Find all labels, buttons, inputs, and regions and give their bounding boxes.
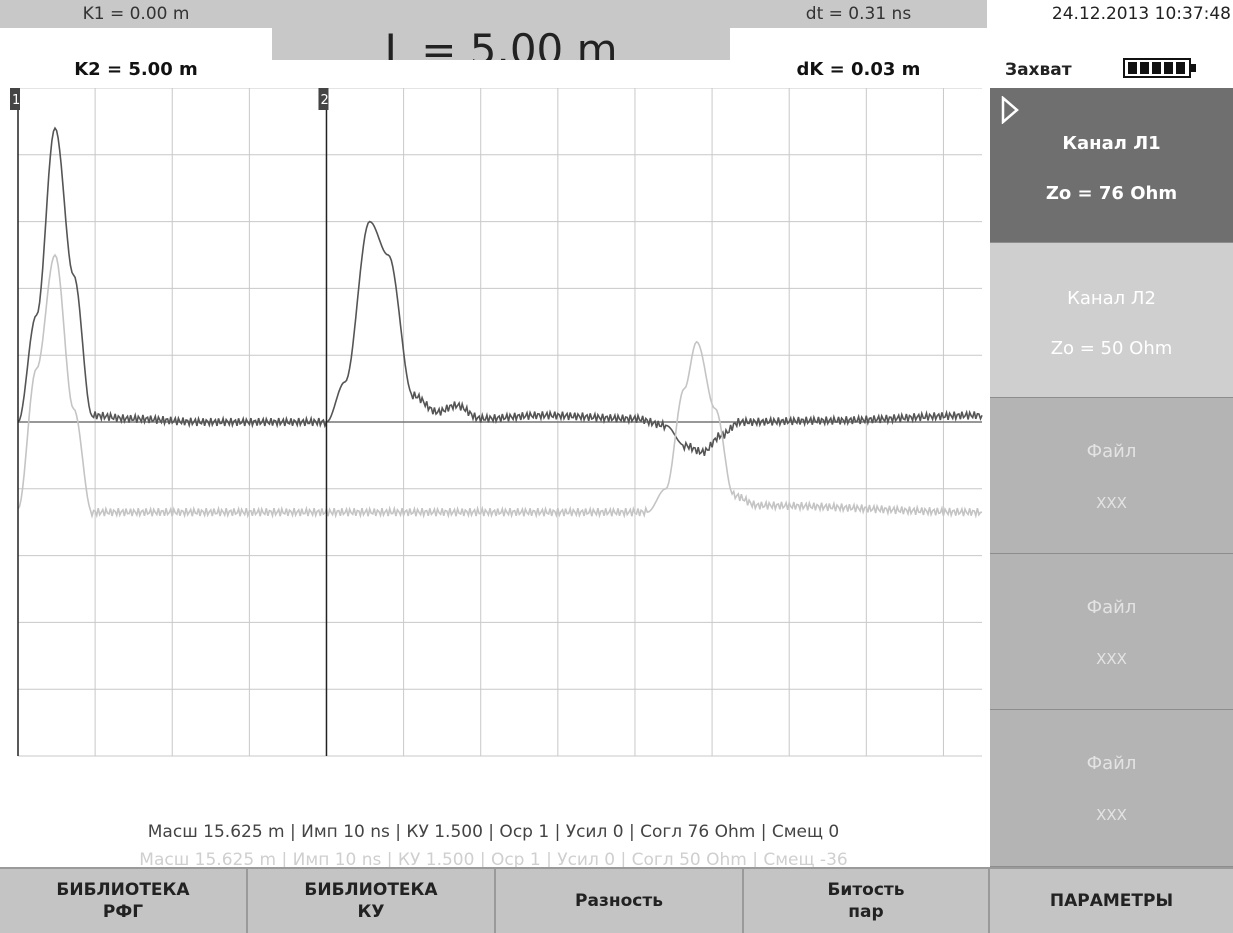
params-line-channel-1: Масш 15.625 m | Имп 10 ns | КУ 1.500 | О… [147, 822, 840, 842]
x-tick-label: 12.5 [773, 767, 802, 768]
x-tick-label: 7.5 [465, 767, 486, 768]
x-tick-label: 10.0 [619, 767, 648, 768]
channel-l2-name: Канал Л2 [1067, 288, 1156, 309]
capture-mode: Захват [1005, 60, 1072, 80]
file-slot-2-button[interactable]: Файл XXX [990, 554, 1233, 710]
cursor-1-label: 1 [12, 93, 20, 108]
x-tick-label: 1.3 [79, 767, 100, 768]
channel-l1-button[interactable]: Канал Л1 Zo = 76 Ohm [990, 88, 1233, 243]
library-ku-button[interactable]: БИБЛИОТЕКА КУ [248, 867, 496, 933]
file-slot-1-name: Файл [1086, 441, 1137, 462]
trace-line-1 [17, 126, 983, 456]
cursor-k1-readout: K1 = 0.00 m [0, 0, 272, 28]
pair-break-button[interactable]: Битость пар [744, 867, 990, 933]
params-line-channel-2: Масш 15.625 m | Имп 10 ns | КУ 1.500 | О… [139, 850, 848, 870]
selected-arrow-icon [1001, 96, 1019, 124]
file-slot-1-button[interactable]: Файл XXX [990, 398, 1233, 554]
difference-button[interactable]: Разность [496, 867, 744, 933]
channel-l1-name: Канал Л1 [1062, 133, 1161, 154]
library-rfg-button[interactable]: БИБЛИОТЕКА РФГ [0, 867, 248, 933]
file-slot-3-button[interactable]: Файл XXX [990, 710, 1233, 867]
cursor-2-label: 2 [320, 93, 328, 108]
header-spacer [272, 60, 730, 88]
file-slot-3-name: Файл [1086, 753, 1137, 774]
x-tick-label: 5.0 [310, 767, 331, 768]
cursor-2-marker [318, 88, 329, 110]
battery-icon [1123, 58, 1196, 78]
x-tick-label: 3.8 [233, 767, 254, 768]
x-tick-label: 15.0 [927, 767, 956, 768]
datetime: 24.12.2013 10:37:48 [987, 0, 1233, 28]
file-slot-2-name: Файл [1086, 597, 1137, 618]
x-tick-label: 8.8 [542, 767, 563, 768]
x-tick-label: 6.3 [388, 767, 409, 768]
x-tick-label: ).0 [2, 767, 19, 768]
cursor-k2-readout: K2 = 5.00 m [0, 28, 272, 88]
x-tick-label: 11.3 [696, 767, 725, 768]
reflectogram-plot[interactable]: ).0 1.3 2.5 3.8 5.0 6.3 7.5 8.8 10.0 11.3 12.5 13.8… [0, 88, 987, 768]
channel-l2-impedance: Zo = 50 Ohm [1050, 338, 1173, 359]
dt-readout: dt = 0.31 ns [730, 0, 987, 28]
x-tick-label: 2.5 [156, 767, 177, 768]
dk-readout: dK = 0.03 m [730, 28, 987, 88]
file-slot-2-value: XXX [1096, 650, 1127, 668]
x-tick-label: 13.8 [850, 767, 879, 768]
channel-l1-impedance: Zo = 76 Ohm [1045, 183, 1178, 204]
cursor-1-marker [10, 88, 20, 110]
trace-line-2 [17, 253, 983, 519]
channel-l2-button[interactable]: Канал Л2 Zo = 50 Ohm [990, 243, 1233, 398]
file-slot-1-value: XXX [1096, 494, 1127, 512]
file-slot-3-value: XXX [1096, 806, 1127, 824]
parameters-button[interactable]: ПАРАМЕТРЫ [990, 867, 1233, 933]
